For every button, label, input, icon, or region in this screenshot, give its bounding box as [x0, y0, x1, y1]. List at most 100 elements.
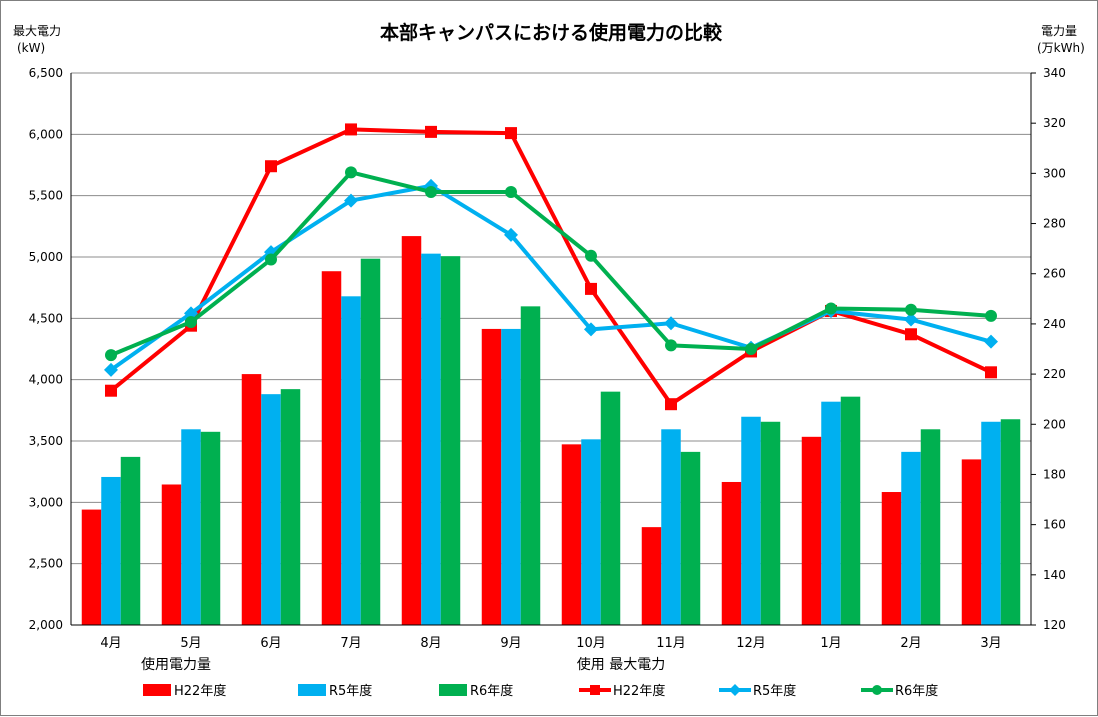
axes: 2,000 2,500 3,000 3,500 4,000 4,500 5,000 5,500… [29, 66, 1066, 651]
legend-label: R5年度 [329, 683, 372, 699]
bar [120, 456, 141, 625]
marker-point [104, 362, 118, 377]
marker-point [984, 334, 998, 349]
left-tick-label: 6,000 [29, 127, 63, 141]
bar [101, 476, 121, 625]
marker-point [665, 339, 677, 352]
left-axis-unit: (kW) [17, 41, 45, 55]
right-tick-label: 340 [1043, 66, 1066, 80]
marker-point [664, 316, 678, 331]
bar-group-label: 使用電力量 [141, 656, 211, 673]
marker-point [825, 302, 837, 315]
marker-point [505, 127, 517, 140]
marker-point [344, 193, 358, 208]
right-tick-label: 280 [1043, 217, 1066, 231]
right-tick-label: 260 [1043, 267, 1066, 281]
left-tick-label: 3,000 [29, 495, 63, 509]
bar [661, 429, 681, 625]
right-tick-label: 140 [1043, 568, 1066, 582]
x-tick-label: 12月 [736, 636, 766, 651]
legend-label: H22年度 [613, 683, 665, 699]
marker-point [585, 282, 597, 295]
bar [721, 481, 742, 625]
line-series [104, 123, 998, 411]
bar [581, 439, 601, 625]
bar [680, 451, 701, 625]
x-tick-label: 7月 [340, 636, 361, 651]
chart-title: 本部キャンパスにおける使用電力の比較 [380, 21, 723, 44]
series-line [109, 183, 992, 372]
x-tick-label: 6月 [260, 636, 281, 651]
x-tick-label: 4月 [100, 636, 121, 651]
legend-label: R5年度 [753, 683, 796, 699]
right-tick-label: 120 [1043, 618, 1066, 632]
bar [81, 509, 102, 625]
right-tick-label: 240 [1043, 317, 1066, 331]
left-tick-label: 6,500 [29, 66, 63, 80]
marker-point [425, 185, 437, 198]
left-tick-label: 3,500 [29, 434, 63, 448]
bar [760, 421, 781, 625]
bar [641, 527, 662, 625]
marker-point [345, 123, 357, 136]
left-tick-label: 2,500 [29, 557, 63, 571]
bar [600, 391, 621, 625]
x-tick-label: 5月 [180, 636, 201, 651]
bar [181, 429, 201, 625]
bar [280, 389, 301, 625]
marker-point [585, 249, 597, 262]
line-group-label: 使用 最大電力 [577, 656, 665, 673]
marker-point [105, 349, 117, 362]
legend: H22年度 R5年度 R6年度 H22年度 R5年度 R6年度 [143, 683, 938, 699]
marker-point [504, 227, 518, 242]
bar [920, 429, 941, 625]
bar [401, 236, 422, 625]
marker-point [505, 185, 517, 198]
right-tick-label: 200 [1043, 417, 1066, 431]
bar [881, 492, 902, 625]
bar [161, 484, 182, 625]
bar [341, 296, 361, 625]
marker-point [985, 309, 997, 322]
bar [440, 256, 461, 625]
right-tick-label: 300 [1043, 166, 1066, 180]
series-line [110, 170, 992, 357]
legend-swatch [143, 684, 171, 696]
bar [840, 396, 861, 625]
marker-point [904, 312, 918, 327]
bar-series [81, 236, 1021, 625]
legend-marker [872, 685, 882, 695]
marker-point [905, 328, 917, 341]
marker-point [345, 166, 357, 179]
x-tick-label: 1月 [820, 636, 841, 651]
marker-point [985, 366, 997, 379]
x-tick-label: 8月 [420, 636, 441, 651]
bar [961, 459, 982, 625]
bar [241, 374, 262, 625]
marker-point [425, 125, 437, 138]
bar [501, 328, 521, 625]
bar [321, 271, 342, 625]
marker-point [185, 316, 197, 329]
left-tick-label: 4,000 [29, 373, 63, 387]
bar [261, 394, 281, 625]
right-tick-label: 320 [1043, 116, 1066, 130]
right-tick-label: 220 [1043, 367, 1066, 381]
right-axis-label: 電力量 [1041, 24, 1077, 38]
left-tick-label: 4,500 [29, 311, 63, 325]
marker-point [905, 303, 917, 316]
legend-marker [729, 684, 741, 696]
bar [421, 253, 441, 625]
bar [981, 421, 1001, 625]
right-tick-label: 180 [1043, 467, 1066, 481]
bar [821, 401, 841, 625]
x-tick-label: 9月 [500, 636, 521, 651]
left-tick-label: 5,500 [29, 189, 63, 203]
bar [801, 436, 822, 625]
legend-label: R6年度 [470, 683, 513, 699]
bar [360, 258, 381, 625]
left-tick-label: 5,000 [29, 250, 63, 264]
marker-point [665, 398, 677, 411]
